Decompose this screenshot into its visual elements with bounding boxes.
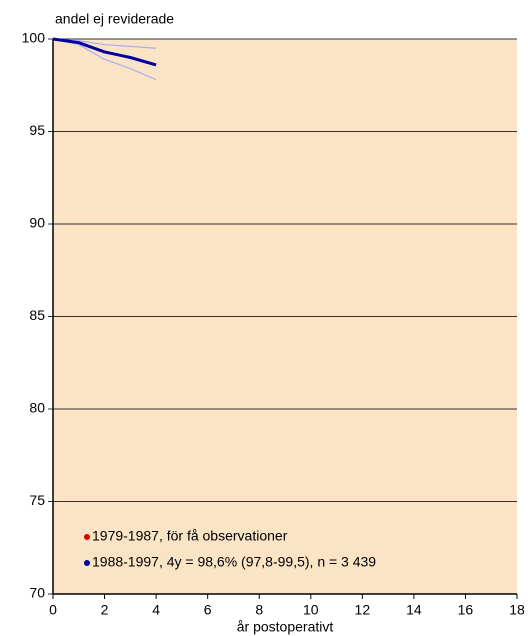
x-tick-label: 6 <box>204 602 212 618</box>
legend-label: 1979-1987, för få observationer <box>92 528 288 544</box>
x-tick-label: 12 <box>355 602 371 618</box>
legend-marker <box>84 560 90 566</box>
x-tick-label: 16 <box>458 602 474 618</box>
legend-label: 1988-1997, 4y = 98,6% (97,8-99,5), n = 3… <box>92 554 376 570</box>
x-tick-label: 10 <box>303 602 319 618</box>
x-tick-label: 2 <box>101 602 109 618</box>
x-axis-title: år postoperativt <box>237 619 334 635</box>
x-tick-label: 4 <box>152 602 160 618</box>
y-axis-title: andel ej reviderade <box>55 11 174 27</box>
y-tick-label: 80 <box>29 400 45 416</box>
x-tick-label: 14 <box>406 602 422 618</box>
y-tick-label: 90 <box>29 215 45 231</box>
series-line <box>52 37 157 67</box>
x-tick-label: 18 <box>509 602 525 618</box>
legend-marker <box>84 534 90 540</box>
y-tick-label: 95 <box>29 122 45 138</box>
y-tick-label: 70 <box>29 585 45 601</box>
y-tick-label: 85 <box>29 307 45 323</box>
y-tick-label: 100 <box>22 30 46 46</box>
y-tick-label: 75 <box>29 492 45 508</box>
x-tick-label: 0 <box>49 602 57 618</box>
x-tick-label: 8 <box>255 602 263 618</box>
